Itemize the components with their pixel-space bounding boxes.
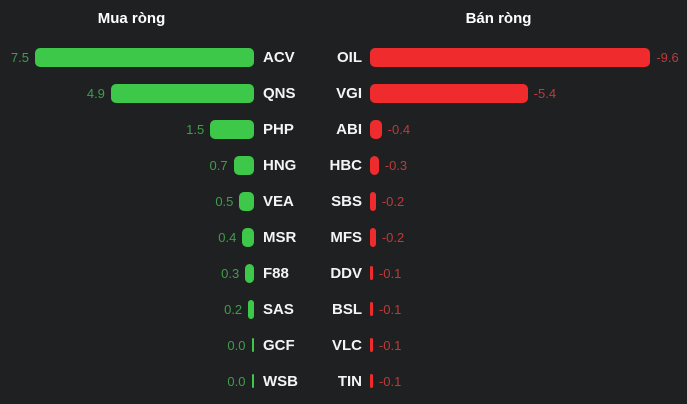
ticker-label: VEA xyxy=(263,192,294,210)
ticker-label: QNS xyxy=(263,84,296,102)
bar-value-label: -0.2 xyxy=(381,229,405,245)
bar-value-label: 0.3 xyxy=(221,265,240,281)
ticker-label: HNG xyxy=(263,156,297,174)
bar-value-label: 4.9 xyxy=(86,85,105,101)
net-value-bar[interactable] xyxy=(370,338,373,352)
bar-value-label: -0.1 xyxy=(378,265,402,281)
net-value-bar[interactable] xyxy=(370,119,382,139)
buy-row: 1.5 PHP xyxy=(0,111,310,147)
net-value-bar[interactable] xyxy=(370,266,373,280)
sell-row: -0.2 SBS xyxy=(310,183,687,219)
buy-panel: Mua ròng 7.5 ACV 4.9 QNS 1.5 PHP 0.7 HNG… xyxy=(0,9,310,404)
buy-row: 0.3 F88 xyxy=(0,255,310,291)
sell-panel: Bán ròng -9.6 OIL -5.4 VGI -0.4 ABI -0.3… xyxy=(310,9,687,404)
buy-row: 4.9 QNS xyxy=(0,75,310,111)
sell-row: -0.1 VLC xyxy=(310,327,687,363)
sell-panel-title: Bán ròng xyxy=(465,10,532,27)
bar-value-label: 0.0 xyxy=(227,373,246,389)
net-value-bar[interactable] xyxy=(370,83,528,103)
ticker-label: DDV xyxy=(330,264,362,282)
net-value-bar[interactable] xyxy=(242,227,254,247)
buy-panel-title: Mua ròng xyxy=(97,10,166,27)
net-value-bar[interactable] xyxy=(370,155,379,175)
net-value-bar[interactable] xyxy=(370,191,376,211)
net-value-bar[interactable] xyxy=(370,302,373,316)
bar-value-label: 0.5 xyxy=(215,193,234,209)
buy-row: 0.0 WSB xyxy=(0,363,310,399)
bar-value-label: -0.3 xyxy=(384,157,408,173)
sell-row: -5.4 VGI xyxy=(310,75,687,111)
bar-value-label: -5.4 xyxy=(533,85,557,101)
sell-row: -0.2 MFS xyxy=(310,219,687,255)
bar-value-label: -0.1 xyxy=(378,301,402,317)
net-value-bar[interactable] xyxy=(248,299,254,319)
ticker-label: WSB xyxy=(263,372,298,390)
buy-row: 0.5 VEA xyxy=(0,183,310,219)
net-value-bar[interactable] xyxy=(245,263,254,283)
ticker-label: ACV xyxy=(263,48,295,66)
bar-value-label: 1.5 xyxy=(186,121,205,137)
net-value-bar[interactable] xyxy=(233,155,254,175)
ticker-label: MFS xyxy=(330,228,362,246)
sell-rows: -9.6 OIL -5.4 VGI -0.4 ABI -0.3 HBC -0.2… xyxy=(310,39,687,399)
buy-row: 7.5 ACV xyxy=(0,39,310,75)
sell-row: -0.1 BSL xyxy=(310,291,687,327)
bar-value-label: 0.7 xyxy=(209,157,228,173)
net-value-bar[interactable] xyxy=(210,119,254,139)
ticker-label: ABI xyxy=(336,120,362,138)
ticker-label: VGI xyxy=(336,84,362,102)
buy-row: 0.0 GCF xyxy=(0,327,310,363)
ticker-label: GCF xyxy=(263,336,295,354)
net-value-bar[interactable] xyxy=(110,83,254,103)
sell-row: -0.4 ABI xyxy=(310,111,687,147)
bar-value-label: 0.4 xyxy=(218,229,237,245)
ticker-label: PHP xyxy=(263,120,294,138)
net-value-bar[interactable] xyxy=(370,227,376,247)
bar-value-label: 0.2 xyxy=(224,301,243,317)
ticker-label: SBS xyxy=(331,192,362,210)
bar-value-label: -0.1 xyxy=(378,337,402,353)
ticker-label: HBC xyxy=(329,156,363,174)
bar-value-label: -0.4 xyxy=(387,121,411,137)
sell-row: -0.1 TIN xyxy=(310,363,687,399)
buy-row: 0.2 SAS xyxy=(0,291,310,327)
buy-row: 0.4 MSR xyxy=(0,219,310,255)
sell-row: -0.3 HBC xyxy=(310,147,687,183)
ticker-label: OIL xyxy=(337,48,362,66)
sell-row: -9.6 OIL xyxy=(310,39,687,75)
buy-row: 0.7 HNG xyxy=(0,147,310,183)
net-value-bar[interactable] xyxy=(370,374,373,388)
sell-row: -0.1 DDV xyxy=(310,255,687,291)
bar-value-label: -0.2 xyxy=(381,193,405,209)
ticker-label: F88 xyxy=(263,264,289,282)
buy-rows: 7.5 ACV 4.9 QNS 1.5 PHP 0.7 HNG 0.5 VEA … xyxy=(0,39,310,399)
net-value-bar[interactable] xyxy=(370,47,651,67)
ticker-label: VLC xyxy=(332,336,362,354)
ticker-label: BSL xyxy=(332,300,362,318)
bar-value-label: -9.6 xyxy=(656,49,679,65)
net-value-bar[interactable] xyxy=(35,47,254,67)
bar-value-label: 0.0 xyxy=(227,337,246,353)
bar-value-label: -0.1 xyxy=(378,373,402,389)
ticker-label: SAS xyxy=(263,300,294,318)
ticker-label: MSR xyxy=(263,228,297,246)
bar-value-label: 7.5 xyxy=(10,49,29,65)
net-value-bar[interactable] xyxy=(251,338,254,352)
net-value-bar[interactable] xyxy=(251,374,254,388)
net-value-bar[interactable] xyxy=(239,191,254,211)
ticker-label: TIN xyxy=(337,372,362,390)
